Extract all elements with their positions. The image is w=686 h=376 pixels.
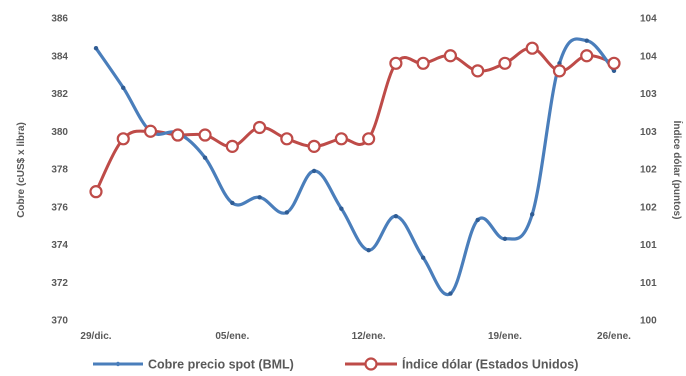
y-tick-label: 382 <box>51 89 68 100</box>
x-tick-label: 29/dic. <box>80 331 111 342</box>
dollar-point <box>498 56 512 70</box>
series-line-copper <box>94 37 616 297</box>
dollar-point <box>580 49 594 63</box>
y2-tick-label: 104 <box>640 14 657 25</box>
x-tick-label: 12/ene. <box>352 331 386 342</box>
dollar-point <box>362 132 376 146</box>
legend-item-copper: Cobre precio spot (BML) <box>93 358 294 372</box>
dollar-point <box>225 139 239 153</box>
y-tick-label: 376 <box>51 202 68 213</box>
copper-point <box>393 213 399 219</box>
y-tick-label: 374 <box>51 240 68 251</box>
copper-point <box>93 46 99 51</box>
dollar-point <box>552 64 567 78</box>
dollar-point <box>607 56 621 70</box>
series-layer <box>89 37 621 297</box>
y2-axis-title: Índice dólar (puntos) <box>671 121 684 220</box>
copper-point <box>230 200 235 206</box>
series-line-dollar <box>94 46 615 193</box>
dollar-point <box>334 132 348 146</box>
legend-label-copper: Cobre precio spot (BML) <box>148 358 294 372</box>
y-tick-label: 378 <box>51 165 68 176</box>
dollar-point <box>171 128 185 142</box>
legend-marker-dollar <box>364 357 378 371</box>
copper-point <box>448 291 453 296</box>
copper-point <box>584 38 589 43</box>
copper-point <box>121 85 126 91</box>
dollar-point <box>280 132 294 146</box>
y-axis-ticks: 370 372 374 376 378 380 382 384 386 <box>51 14 68 327</box>
copper-point <box>257 195 262 200</box>
dollar-point <box>116 132 130 146</box>
copper-point <box>366 247 371 253</box>
dollar-point <box>525 41 539 55</box>
copper-point <box>311 168 317 174</box>
legend-marker-copper <box>115 361 121 367</box>
legend-label-dollar: Índice dólar (Estados Unidos) <box>402 357 578 372</box>
y-tick-label: 384 <box>51 51 68 62</box>
y2-tick-label: 103 <box>640 89 657 100</box>
dollar-point <box>198 128 212 142</box>
y-tick-label: 380 <box>51 127 68 138</box>
y2-tick-label: 100 <box>640 316 657 327</box>
y-tick-label: 372 <box>51 278 68 289</box>
y2-tick-label: 103 <box>640 127 657 138</box>
y2-tick-label: 102 <box>640 165 657 176</box>
y-tick-label: 370 <box>51 316 68 327</box>
x-tick-label: 05/ene. <box>215 331 249 342</box>
copper-point <box>530 212 535 217</box>
dollar-point <box>252 120 267 135</box>
dollar-point <box>143 124 158 138</box>
x-tick-label: 26/ene. <box>597 331 631 342</box>
x-tick-label: 19/ene. <box>488 331 522 342</box>
copper-point <box>502 236 508 242</box>
legend: Cobre precio spot (BML) Índice dólar (Es… <box>93 357 578 372</box>
y2-tick-label: 104 <box>640 51 657 62</box>
y2-axis-ticks: 100 101 101 102 102 103 103 104 104 <box>640 14 657 327</box>
dollar-point <box>89 185 103 199</box>
dollar-point <box>307 139 321 153</box>
y2-tick-label: 102 <box>640 202 657 213</box>
legend-item-dollar: Índice dólar (Estados Unidos) <box>345 357 578 372</box>
y2-tick-label: 101 <box>640 240 657 251</box>
dollar-point <box>389 56 403 70</box>
y2-tick-label: 101 <box>640 278 657 289</box>
y-axis-title: Cobre (cUS$ x libra) <box>16 122 27 218</box>
copper-point <box>284 210 290 215</box>
dollar-point <box>416 56 430 70</box>
copper-point <box>202 155 208 160</box>
dollar-point <box>471 64 485 78</box>
dollar-point <box>443 49 458 63</box>
copper-point <box>475 217 480 223</box>
x-axis-ticks: 29/dic. 05/ene. 12/ene. 19/ene. 26/ene. <box>80 331 631 342</box>
copper-point <box>339 206 344 211</box>
y-tick-label: 386 <box>51 14 68 25</box>
copper-point <box>420 255 426 260</box>
